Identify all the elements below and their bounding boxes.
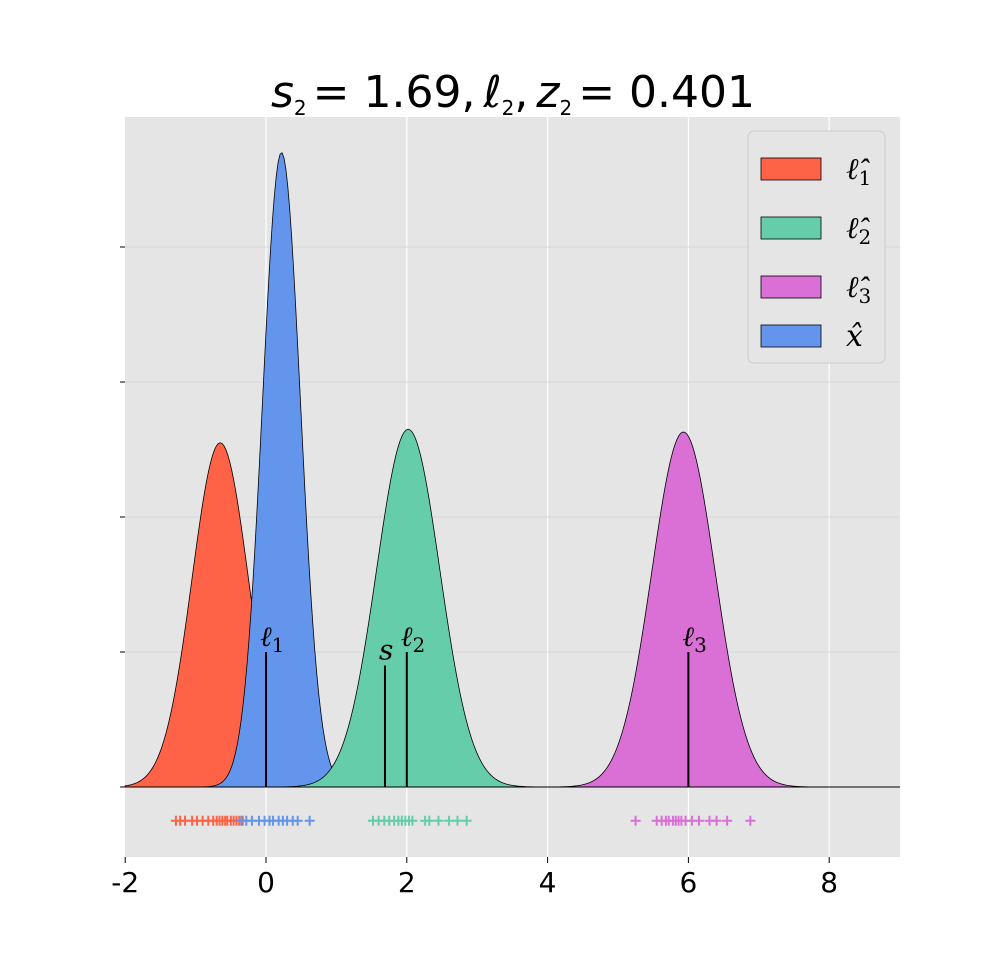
rug-points [170, 815, 756, 826]
title-z-sub: 2 [559, 96, 572, 120]
xtick-label-4: 6 [679, 866, 697, 899]
xtick-label-0: -2 [111, 866, 139, 899]
legend-swatch-x [760, 324, 822, 348]
xtick-label-5: 8 [820, 866, 838, 899]
xtick-label-2: 2 [398, 866, 416, 899]
legend-swatch-l2 [760, 216, 822, 240]
rug-l3-0 [630, 815, 641, 826]
title-comma: , [514, 67, 528, 118]
rug-l2-12 [433, 815, 444, 826]
rug-x-12 [304, 815, 315, 826]
title-s-symbol: s [271, 67, 294, 118]
rug-l2-11 [424, 815, 435, 826]
title-z-value: = 0.401 [578, 67, 755, 118]
xtick-label-3: 4 [539, 866, 557, 899]
chart-title: s2 = 1.69, ℓ2, z2 = 0.401 [271, 67, 755, 120]
legend-box [747, 130, 886, 364]
rug-l2-15 [461, 815, 472, 826]
title-s-sub: 2 [294, 96, 307, 120]
marker-label-3: ℓ3 [682, 620, 706, 657]
rug-l2-14 [452, 815, 463, 826]
title-z-symbol: z [535, 67, 560, 118]
rug-l3-13 [711, 815, 722, 826]
rug-l3-14 [722, 815, 733, 826]
marker-label-2: ℓ2 [401, 620, 425, 657]
marker-label-0: ℓ1 [260, 620, 284, 657]
rug-l3-11 [693, 815, 704, 826]
xtick-label-1: 0 [257, 866, 275, 899]
rug-l3-15 [745, 815, 756, 826]
title-l-symbol: ℓ [482, 67, 501, 118]
rug-x-11 [292, 815, 303, 826]
title-s-value: = 1.69, [313, 67, 476, 118]
title-l-sub: 2 [502, 96, 515, 120]
markers: ℓ1 s ℓ2 ℓ3 [260, 620, 707, 787]
rug-l2-13 [444, 815, 455, 826]
legend-swatch-l3 [760, 275, 822, 299]
marker-label-1: s [379, 634, 393, 667]
legend-label-x: x̂ [846, 319, 863, 354]
rug-l2-9 [407, 815, 418, 826]
legend: ℓ̂1ℓ̂2ℓ̂3x̂ [747, 130, 886, 364]
axis-ticks: -2 0 2 4 6 8 [111, 246, 838, 899]
legend-swatch-l1 [760, 157, 822, 181]
